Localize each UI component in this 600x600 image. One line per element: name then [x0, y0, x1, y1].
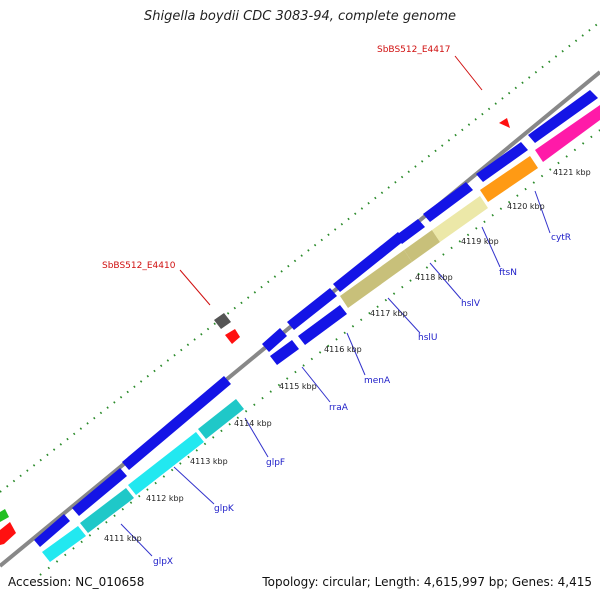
gene-arrow[interactable]: [72, 468, 127, 516]
gene-arrow[interactable]: [122, 376, 231, 470]
gene-arrow[interactable]: [432, 196, 488, 242]
gene-label[interactable]: hslV: [461, 299, 481, 309]
gene-arrow[interactable]: [535, 105, 600, 162]
gene-arrow[interactable]: [340, 250, 412, 308]
gene-label[interactable]: glpF: [266, 458, 285, 468]
gene-arrow[interactable]: [262, 328, 287, 352]
gene-labels: glpX glpK glpF rraA menA hslU hslV ftsN …: [153, 233, 571, 567]
gene-features: [0, 90, 600, 562]
site-marker[interactable]: [225, 329, 240, 344]
map-title: Shigella boydii CDC 3083-94, complete ge…: [143, 9, 457, 24]
gene-arrow[interactable]: [298, 305, 347, 345]
gene-arrow[interactable]: [480, 156, 538, 202]
gene-arrow[interactable]: [198, 399, 244, 439]
gene-label[interactable]: glpX: [153, 557, 173, 567]
gene-arrow[interactable]: [287, 288, 337, 330]
site-label[interactable]: SbBS512_E4417: [377, 45, 450, 55]
gene-arrow[interactable]: [34, 514, 70, 547]
gene-label[interactable]: rraA: [329, 403, 349, 413]
outer-dotted-ring: [0, 21, 600, 493]
tick-label: 4114 kbp: [234, 419, 272, 428]
gene-label[interactable]: cytR: [551, 233, 571, 243]
label-leader-lines: [120, 190, 551, 557]
tick-label: 4119 kbp: [461, 237, 499, 246]
accession-text: Accession: NC_010658: [8, 575, 145, 589]
gene-arrow[interactable]: [333, 232, 405, 292]
gene-label[interactable]: glpK: [214, 504, 235, 514]
tick-label: 4112 kbp: [146, 494, 184, 503]
gene-arrow[interactable]: [80, 488, 134, 533]
site-marker[interactable]: [0, 522, 16, 545]
tick-label: 4121 kbp: [553, 168, 591, 177]
site-leader-lines: [179, 55, 483, 306]
site-marker[interactable]: [0, 509, 9, 522]
tick-label: 4111 kbp: [104, 534, 142, 543]
tick-label: 4116 kbp: [324, 345, 362, 354]
gene-arrow[interactable]: [395, 219, 425, 244]
gene-label[interactable]: ftsN: [499, 268, 517, 278]
gene-label[interactable]: menA: [364, 376, 391, 386]
gene-arrow[interactable]: [476, 142, 528, 182]
inner-dotted-ring: [39, 129, 600, 576]
tick-label: 4118 kbp: [415, 273, 453, 282]
tick-label: 4115 kbp: [279, 382, 317, 391]
gene-arrow[interactable]: [42, 526, 86, 562]
tick-label: 4117 kbp: [370, 309, 408, 318]
gene-arrow[interactable]: [270, 340, 299, 365]
site-labels: SbBS512_E4417 SbBS512_E4410: [102, 45, 450, 271]
gene-label[interactable]: hslU: [418, 333, 437, 343]
gene-arrow[interactable]: [423, 182, 473, 222]
tick-label: 4120 kbp: [507, 202, 545, 211]
site-marker[interactable]: [499, 118, 510, 128]
kbp-tick-labels: 4111 kbp 4112 kbp 4113 kbp 4114 kbp 4115…: [104, 168, 591, 543]
gene-arrow[interactable]: [128, 432, 204, 495]
gene-arrow[interactable]: [404, 230, 440, 262]
site-marker[interactable]: [214, 313, 231, 329]
gene-arrow[interactable]: [528, 90, 598, 143]
tick-label: 4113 kbp: [190, 457, 228, 466]
topology-text: Topology: circular; Length: 4,615,997 bp…: [262, 575, 592, 589]
site-label[interactable]: SbBS512_E4410: [102, 261, 176, 271]
